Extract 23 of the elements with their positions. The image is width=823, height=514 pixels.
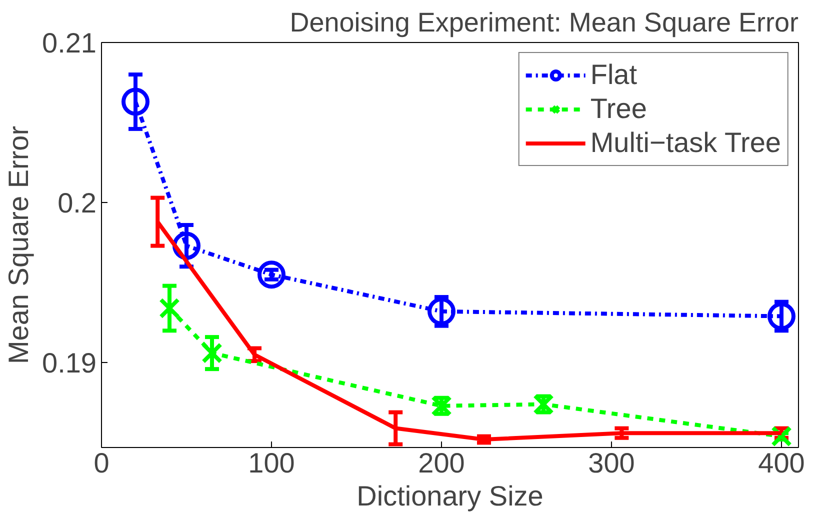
y-axis-title: Mean Square Error xyxy=(3,126,34,364)
point xyxy=(122,88,150,116)
x-tick-label: 100 xyxy=(248,448,295,478)
chart-title: Denoising Experiment: Mean Square Error xyxy=(290,8,799,38)
x-tick-label: 300 xyxy=(588,448,635,478)
legend-label: Flat xyxy=(590,59,638,91)
point xyxy=(771,426,792,447)
point xyxy=(431,395,452,416)
point xyxy=(159,298,180,319)
legend-label: Tree xyxy=(590,93,647,125)
legend-label: Multi−task Tree xyxy=(590,127,781,159)
point xyxy=(533,394,554,415)
x-tick-label: 200 xyxy=(418,448,465,478)
point xyxy=(258,260,286,289)
y-tick-label: 0.2 xyxy=(58,188,97,219)
y-tick-label: 0.21 xyxy=(42,28,97,58)
x-tick-label: 0 xyxy=(94,448,110,478)
y-tick-label: 0.19 xyxy=(42,348,97,379)
x-axis-title: Dictionary Size xyxy=(356,480,544,512)
point xyxy=(768,302,796,330)
point xyxy=(202,342,222,364)
x-tick-label: 400 xyxy=(758,448,805,478)
point xyxy=(428,297,456,326)
